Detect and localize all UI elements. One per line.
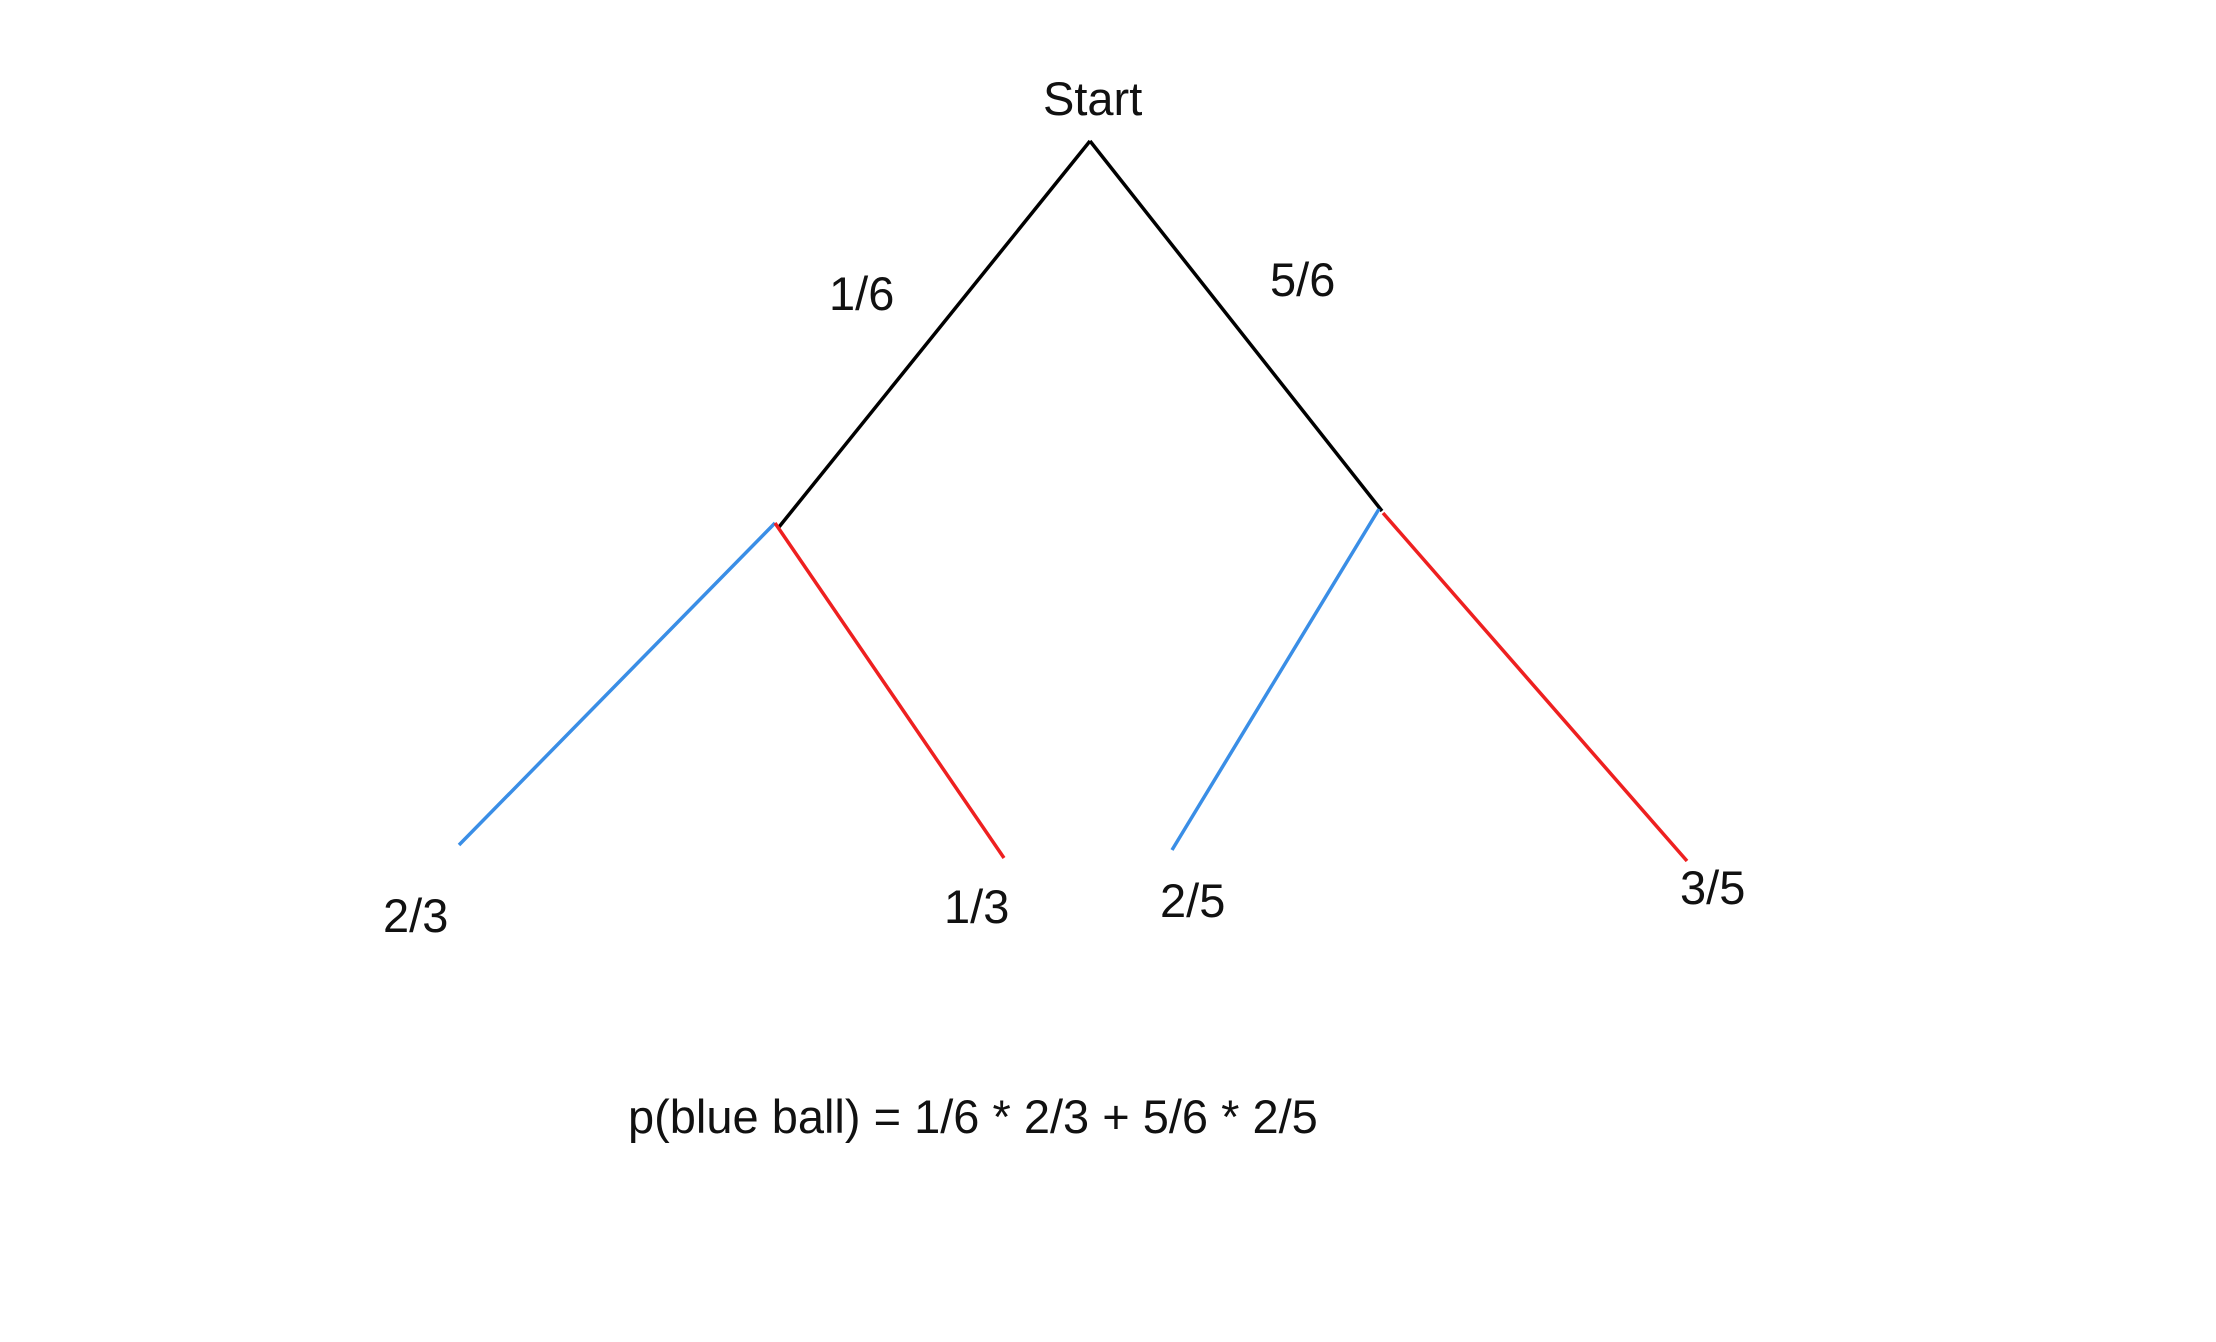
probability-formula: p(blue ball) = 1/6 * 2/3 + 5/6 * 2/5 (628, 1090, 1318, 1143)
branch-label-first-right: 5/6 (1270, 253, 1336, 306)
edge-left-node-red (773, 522, 1006, 859)
leaf-label-left-blue: 2/3 (383, 889, 449, 942)
root-label: Start (1043, 72, 1143, 125)
leaf-label-left-red: 1/3 (944, 880, 1010, 933)
edge-start-to-right-node (1088, 139, 1384, 513)
edge-right-node-red (1381, 511, 1689, 863)
edge-start-to-left-node (777, 139, 1092, 529)
edge-right-node-blue (1170, 508, 1381, 851)
edge-left-node-blue (457, 521, 777, 847)
leaf-label-right-blue: 2/5 (1160, 874, 1226, 927)
leaf-label-right-red: 3/5 (1680, 861, 1746, 914)
branch-label-first-left: 1/6 (829, 267, 895, 320)
